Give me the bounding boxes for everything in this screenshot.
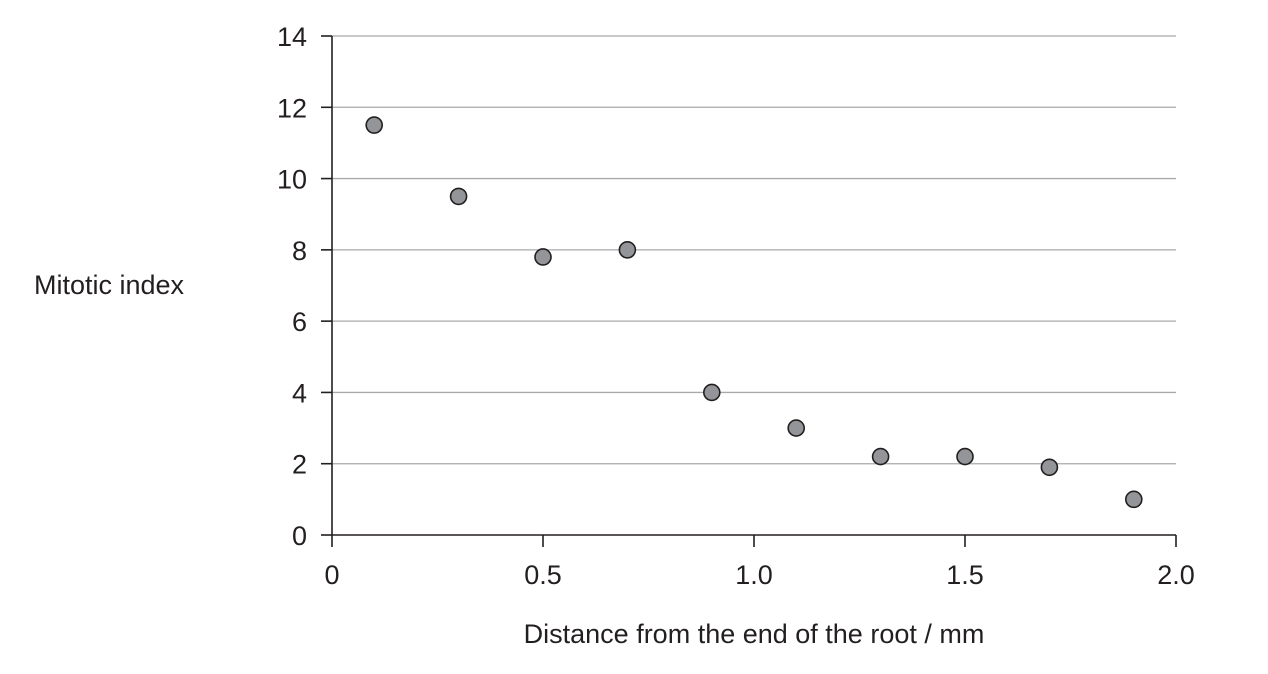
data-point (1040, 458, 1059, 477)
data-point (365, 116, 384, 134)
data-point (702, 383, 721, 402)
tick-marks (321, 35, 1177, 547)
y-axis-title: Mitotic index (34, 270, 185, 300)
x-tick-label: 1.5 (946, 560, 984, 590)
data-point (449, 187, 468, 206)
data-point (618, 241, 637, 259)
data-point (534, 248, 552, 266)
tick-labels: 0 2 4 6 8 10 12 14 0 0.5 1.0 1.5 2.0 (277, 22, 1195, 590)
y-tick-label: 8 (292, 236, 307, 266)
data-point (956, 447, 974, 466)
x-tick-label: 1.0 (735, 560, 773, 590)
y-tick-label: 14 (277, 22, 307, 52)
data-points (365, 116, 1143, 509)
x-tick-label: 0 (324, 560, 339, 590)
y-tick-label: 6 (292, 307, 307, 337)
x-tick-label: 0.5 (524, 560, 562, 590)
y-tick-label: 12 (277, 93, 307, 123)
x-tick-label: 2.0 (1157, 560, 1195, 590)
data-point (871, 447, 890, 466)
data-point (787, 419, 806, 437)
gridlines (332, 35, 1176, 465)
y-tick-label: 0 (292, 521, 307, 551)
x-axis-title: Distance from the end of the root / mm (524, 619, 985, 649)
data-point (1125, 490, 1143, 509)
y-tick-label: 4 (292, 378, 307, 408)
y-tick-label: 2 (292, 450, 307, 480)
y-tick-label: 10 (277, 165, 307, 195)
